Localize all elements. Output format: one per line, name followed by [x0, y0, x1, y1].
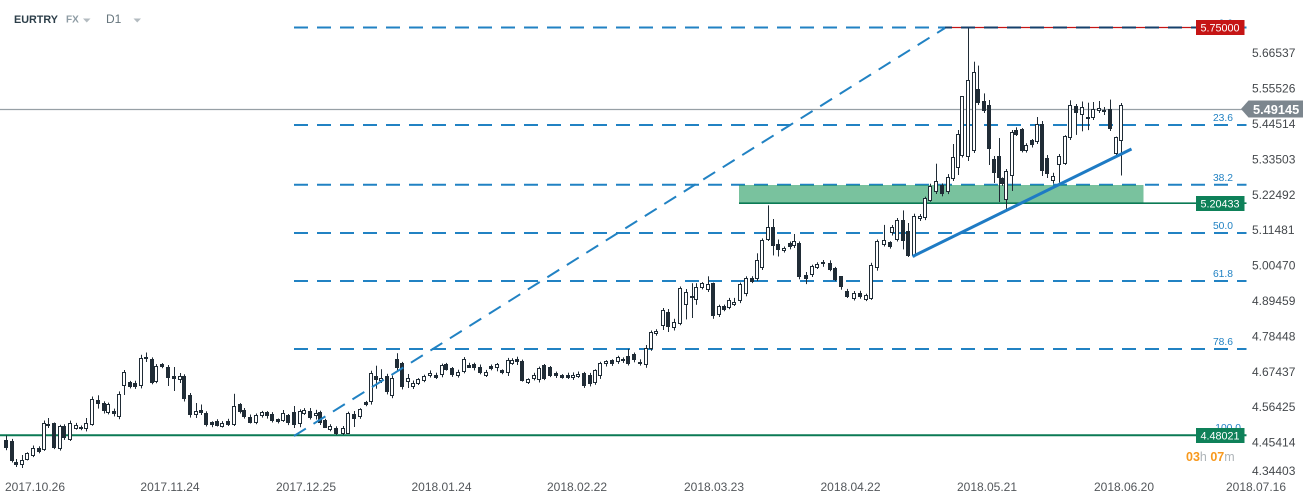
svg-text:2018.04.22: 2018.04.22: [820, 480, 880, 494]
svg-text:D1: D1: [106, 12, 122, 26]
svg-text:5.55526: 5.55526: [1252, 82, 1296, 96]
svg-text:4.48021: 4.48021: [1200, 431, 1239, 443]
svg-text:FX: FX: [66, 15, 79, 26]
svg-text:2017.12.25: 2017.12.25: [276, 480, 336, 494]
svg-text:4.56425: 4.56425: [1252, 400, 1296, 414]
svg-text:61.8: 61.8: [1213, 269, 1233, 280]
svg-text:4.78448: 4.78448: [1252, 329, 1296, 343]
svg-text:50.0: 50.0: [1213, 221, 1233, 232]
svg-text:2018.07.16: 2018.07.16: [1226, 480, 1286, 494]
svg-text:2018.01.24: 2018.01.24: [411, 480, 471, 494]
svg-text:2018.02.22: 2018.02.22: [547, 480, 607, 494]
svg-text:23.6: 23.6: [1213, 113, 1233, 124]
svg-text:2017.11.24: 2017.11.24: [140, 480, 199, 494]
svg-text:4.45414: 4.45414: [1252, 436, 1296, 450]
svg-text:2018.05.21: 2018.05.21: [957, 480, 1017, 494]
svg-text:4.34403: 4.34403: [1252, 464, 1296, 478]
svg-text:EURTRY: EURTRY: [14, 14, 59, 26]
svg-text:5.49145: 5.49145: [1253, 102, 1299, 117]
svg-text:78.6: 78.6: [1213, 337, 1233, 348]
svg-text:38.2: 38.2: [1213, 173, 1233, 184]
svg-text:4.67437: 4.67437: [1252, 365, 1296, 379]
svg-text:2018.06.20: 2018.06.20: [1094, 480, 1154, 494]
svg-text:5.22492: 5.22492: [1252, 188, 1296, 202]
svg-text:4.89459: 4.89459: [1252, 294, 1296, 308]
svg-text:03h 07m: 03h 07m: [1186, 450, 1235, 464]
svg-text:5.66537: 5.66537: [1252, 46, 1296, 60]
svg-text:5.11481: 5.11481: [1252, 223, 1295, 237]
svg-text:5.00470: 5.00470: [1252, 259, 1296, 273]
svg-text:5.20433: 5.20433: [1200, 199, 1239, 211]
svg-text:2018.03.23: 2018.03.23: [684, 480, 744, 494]
svg-text:5.44514: 5.44514: [1252, 117, 1296, 131]
svg-text:2017.10.26: 2017.10.26: [5, 480, 65, 494]
svg-text:5.75000: 5.75000: [1200, 23, 1239, 35]
svg-text:5.33503: 5.33503: [1252, 152, 1296, 166]
